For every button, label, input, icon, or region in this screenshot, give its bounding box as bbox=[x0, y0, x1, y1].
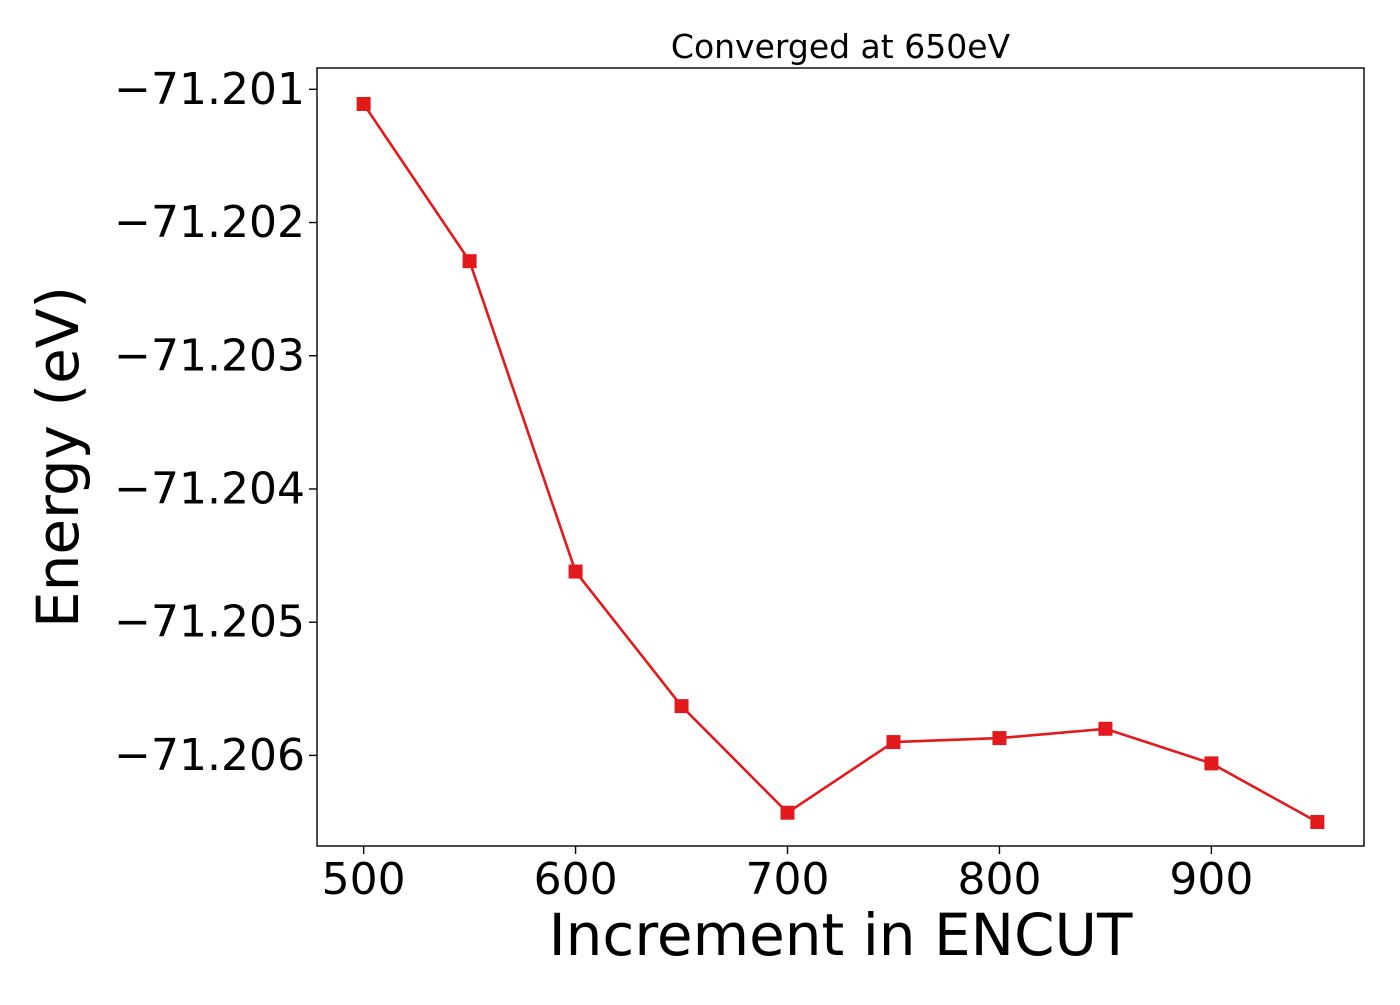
x-tick-label: 900 bbox=[1169, 854, 1253, 905]
x-axis-ticks: 500 600 700 800 900 bbox=[322, 846, 1253, 905]
y-tick-label: −71.201 bbox=[114, 64, 305, 115]
y-tick-label: −71.203 bbox=[114, 330, 305, 381]
x-tick-label: 600 bbox=[534, 854, 618, 905]
data-point-marker bbox=[1204, 756, 1219, 771]
plot-series bbox=[356, 96, 1325, 830]
data-point-marker bbox=[568, 564, 583, 579]
x-tick-label: 800 bbox=[957, 854, 1041, 905]
x-tick-label: 700 bbox=[746, 854, 830, 905]
y-tick-label: −71.205 bbox=[114, 597, 305, 648]
plot-frame bbox=[316, 67, 1365, 847]
data-point-marker bbox=[1310, 815, 1325, 830]
y-tick-label: −71.204 bbox=[114, 463, 305, 514]
data-point-marker bbox=[780, 805, 795, 820]
y-axis-label: Energy (eV) bbox=[24, 286, 92, 628]
data-point-marker bbox=[356, 96, 371, 111]
x-tick-label: 500 bbox=[322, 854, 406, 905]
y-tick-label: −71.202 bbox=[114, 197, 305, 248]
data-point-marker bbox=[1098, 721, 1113, 736]
chart-title: Converged at 650eV bbox=[671, 27, 1011, 66]
data-point-marker bbox=[886, 735, 901, 750]
series-line bbox=[362, 103, 1318, 824]
y-axis-ticks: −71.201 −71.202 −71.203 −71.204 −71.205 −71.2… bbox=[114, 64, 317, 781]
data-point-marker bbox=[462, 254, 477, 269]
y-tick-label: −71.206 bbox=[114, 730, 305, 781]
data-point-marker bbox=[992, 731, 1007, 746]
data-point-marker bbox=[674, 699, 689, 714]
x-axis-label: Increment in ENCUT bbox=[549, 901, 1133, 969]
